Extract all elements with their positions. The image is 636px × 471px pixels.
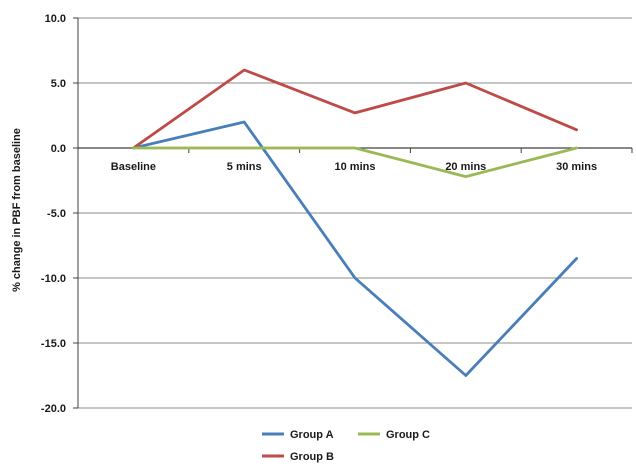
x-tick-label: 30 mins [556, 161, 597, 173]
gridlines [78, 17, 632, 409]
x-tick-label: 10 mins [335, 161, 376, 173]
y-tick-label: 0.0 [51, 143, 66, 155]
x-tick-labels: Baseline 5 mins 10 mins 20 mins 30 mins [111, 161, 597, 173]
series-line-group-a [131, 120, 578, 377]
x-tick-label: Baseline [111, 161, 156, 173]
series-line-group-b [131, 68, 578, 150]
x-tick-label: 5 mins [227, 161, 262, 173]
y-tick-label: -10.0 [41, 273, 66, 285]
legend-label-group-c: Group C [386, 429, 430, 441]
y-tick-label: -5.0 [47, 208, 66, 220]
y-tick-label: -20.0 [41, 403, 66, 415]
legend-label-group-b: Group B [290, 451, 334, 463]
y-tick-labels: 10.0 5.0 0.0 -5.0 -10.0 -15.0 -20.0 [41, 13, 66, 415]
x-tick-label: 20 mins [445, 161, 486, 173]
y-tick-label: 10.0 [45, 13, 66, 25]
series-lines [131, 68, 578, 377]
legend: Group A Group C Group B [262, 429, 430, 463]
y-axis-label: % change in PBF from baseline [11, 128, 23, 292]
series-line-group-c [131, 146, 578, 179]
legend-label-group-a: Group A [290, 429, 334, 441]
y-tick-label: -15.0 [41, 338, 66, 350]
y-tick-label: 5.0 [51, 78, 66, 90]
